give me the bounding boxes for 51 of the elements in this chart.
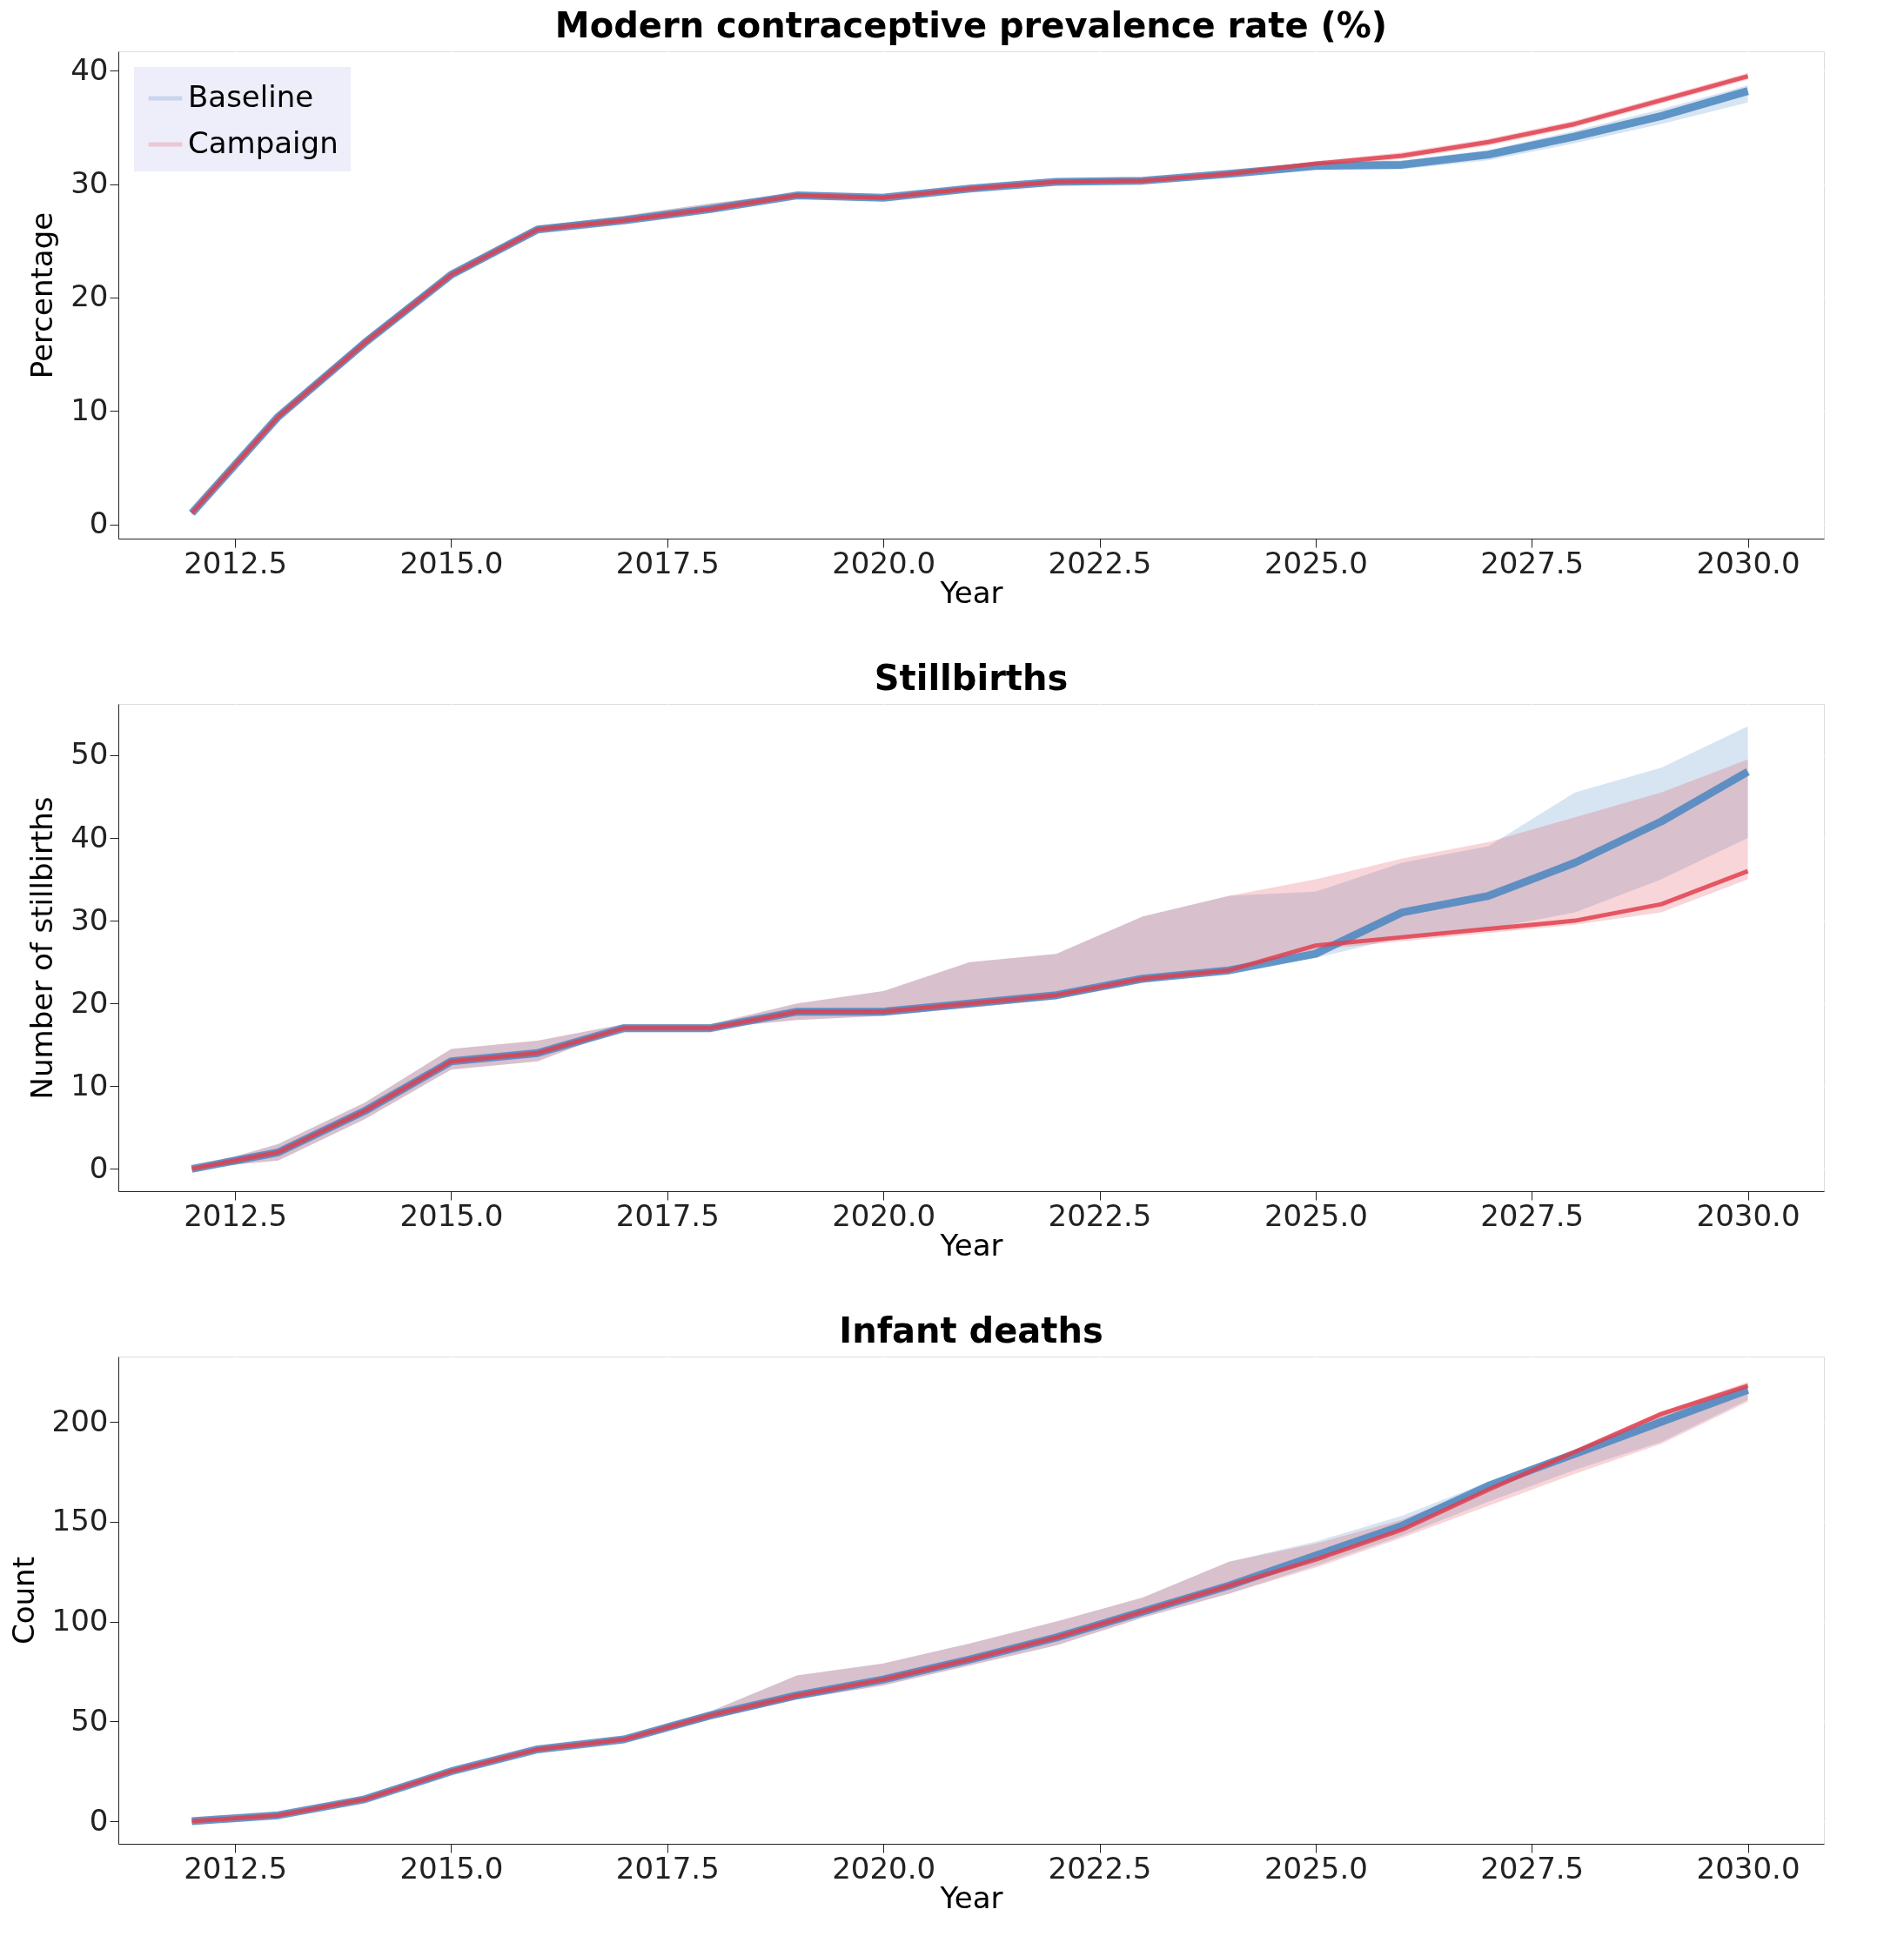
y-tick-label: 50 — [70, 1702, 109, 1738]
y-tick-label: 100 — [51, 1603, 109, 1638]
chart-title: Stillbirths — [874, 658, 1069, 698]
x-axis-title: Year — [939, 574, 1003, 610]
x-tick-label: 2027.5 — [1480, 545, 1585, 580]
x-tick-label: 2015.0 — [399, 1850, 504, 1886]
x-tick-label: 2025.0 — [1264, 1197, 1368, 1233]
x-tick-label: 2022.5 — [1048, 1850, 1152, 1886]
y-tick-label: 200 — [51, 1403, 109, 1438]
x-tick-label: 2015.0 — [399, 545, 504, 580]
x-tick-label: 2012.5 — [184, 1850, 288, 1886]
x-axis-title: Year — [939, 1879, 1003, 1915]
y-axis-title: Count — [5, 1557, 41, 1645]
x-tick-label: 2027.5 — [1480, 1850, 1585, 1886]
x-tick-label: 2015.0 — [399, 1197, 504, 1233]
y-tick-label: 50 — [70, 736, 109, 772]
x-tick-label: 2020.0 — [832, 1197, 936, 1233]
y-tick-label: 30 — [70, 165, 109, 201]
y-tick-label: 10 — [70, 1067, 109, 1102]
y-tick-label: 30 — [70, 901, 109, 937]
x-tick-label: 2025.0 — [1264, 545, 1368, 580]
x-tick-label: 2030.0 — [1696, 1197, 1800, 1233]
y-tick-label: 150 — [51, 1503, 109, 1538]
y-tick-label: 0 — [89, 1149, 109, 1185]
y-tick-label: 40 — [70, 819, 109, 854]
x-tick-label: 2022.5 — [1048, 545, 1152, 580]
x-tick-label: 2017.5 — [615, 545, 720, 580]
x-tick-label: 2027.5 — [1480, 1197, 1585, 1233]
y-tick-label: 0 — [89, 1802, 109, 1838]
y-axis-title: Number of stillbirths — [24, 796, 60, 1100]
x-tick-label: 2025.0 — [1264, 1850, 1368, 1886]
x-tick-label: 2022.5 — [1048, 1197, 1152, 1233]
y-tick-label: 20 — [70, 984, 109, 1020]
x-tick-label: 2020.0 — [832, 545, 936, 580]
chart-title: Infant deaths — [839, 1310, 1103, 1350]
y-tick-label: 20 — [70, 278, 109, 314]
x-tick-label: 2030.0 — [1696, 545, 1800, 580]
x-tick-label: 2012.5 — [184, 545, 288, 580]
y-tick-label: 40 — [70, 51, 109, 87]
x-tick-label: 2020.0 — [832, 1850, 936, 1886]
y-axis-title: Percentage — [24, 211, 60, 379]
x-tick-label: 2017.5 — [615, 1850, 720, 1886]
x-tick-label: 2030.0 — [1696, 1850, 1800, 1886]
y-tick-label: 10 — [70, 392, 109, 427]
x-tick-label: 2017.5 — [615, 1197, 720, 1233]
legend-label: Campaign — [188, 125, 339, 160]
x-axis-title: Year — [939, 1227, 1003, 1263]
x-tick-label: 2012.5 — [184, 1197, 288, 1233]
legend-label: Baseline — [188, 79, 314, 114]
chart-title: Modern contraceptive prevalence rate (%) — [554, 5, 1388, 45]
y-tick-label: 0 — [89, 506, 109, 541]
